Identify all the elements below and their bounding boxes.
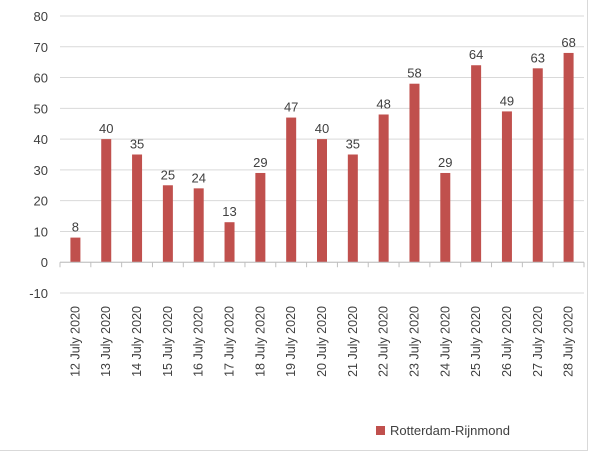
x-tick-label: 21 July 2020 (346, 306, 360, 377)
bar (440, 172, 451, 263)
y-axis: 80 70 60 50 40 30 20 10 0 -10 (29, 9, 48, 301)
x-tick-label: 17 July 2020 (223, 306, 237, 377)
x-tick-label: 27 July 2020 (531, 306, 545, 377)
x-tick-label: 18 July 2020 (253, 306, 267, 377)
y-tick-label: 40 (34, 132, 48, 147)
x-tick-label: 14 July 2020 (130, 306, 144, 377)
y-tick-label: 70 (34, 40, 48, 55)
x-tick-label: 13 July 2020 (99, 306, 113, 377)
bar (563, 52, 574, 263)
data-label: 25 (161, 167, 175, 182)
bar (70, 237, 81, 263)
bar (224, 222, 235, 263)
x-tick-label: 28 July 2020 (562, 306, 576, 377)
x-tick-label: 19 July 2020 (284, 306, 298, 377)
data-label: 29 (253, 155, 267, 170)
data-label: 24 (191, 170, 205, 185)
x-tick-label: 23 July 2020 (407, 306, 421, 377)
y-tick-label: 10 (34, 224, 48, 239)
x-tick-label: 15 July 2020 (161, 306, 175, 377)
bar (162, 185, 173, 263)
bar (378, 114, 389, 263)
data-label: 49 (500, 93, 514, 108)
bar (409, 83, 420, 263)
bar (317, 139, 327, 263)
x-tick-label: 20 July 2020 (315, 306, 329, 377)
y-tick-label: 30 (34, 163, 48, 178)
bar (471, 65, 482, 263)
y-tick-label: 80 (34, 9, 48, 24)
bar (501, 111, 512, 263)
data-label: 63 (531, 50, 545, 65)
data-label: 47 (284, 100, 298, 115)
data-label: 29 (438, 155, 452, 170)
data-label: 35 (346, 137, 360, 152)
y-tick-label: -10 (29, 286, 48, 301)
bar (347, 154, 358, 263)
x-axis: 12 July 2020 13 July 2020 14 July 2020 15 J… (59, 261, 585, 377)
data-label: 35 (130, 137, 144, 152)
bar (101, 139, 112, 263)
bar (193, 188, 204, 263)
legend-label: Rotterdam-Rijnmond (390, 423, 510, 438)
data-label: 13 (222, 204, 236, 219)
y-tick-label: 20 (34, 194, 48, 209)
bars (70, 52, 574, 263)
x-tick-label: 22 July 2020 (377, 306, 391, 377)
legend-swatch (376, 426, 385, 435)
y-tick-label: 60 (34, 71, 48, 86)
bar (255, 172, 266, 263)
x-tick-label: 16 July 2020 (192, 306, 206, 377)
bar (132, 154, 143, 263)
data-label: 40 (99, 121, 113, 136)
data-labels: 8 40 35 25 24 13 29 47 40 35 48 58 29 64 49 63 68 (72, 35, 576, 235)
data-label: 64 (469, 47, 483, 62)
data-label: 68 (561, 35, 575, 50)
data-label: 48 (376, 96, 390, 111)
legend: Rotterdam-Rijnmond (376, 423, 510, 438)
x-tick-label: 24 July 2020 (438, 306, 452, 377)
x-tick-label: 12 July 2020 (68, 306, 82, 377)
y-tick-label: 50 (34, 101, 48, 116)
bar (286, 117, 297, 263)
data-label: 40 (315, 121, 329, 136)
x-tick-label: 25 July 2020 (469, 306, 483, 377)
data-label: 8 (72, 220, 79, 235)
bar (532, 68, 543, 263)
data-label: 58 (407, 66, 421, 81)
x-tick-label: 26 July 2020 (500, 306, 514, 377)
y-tick-label: 0 (41, 255, 48, 270)
